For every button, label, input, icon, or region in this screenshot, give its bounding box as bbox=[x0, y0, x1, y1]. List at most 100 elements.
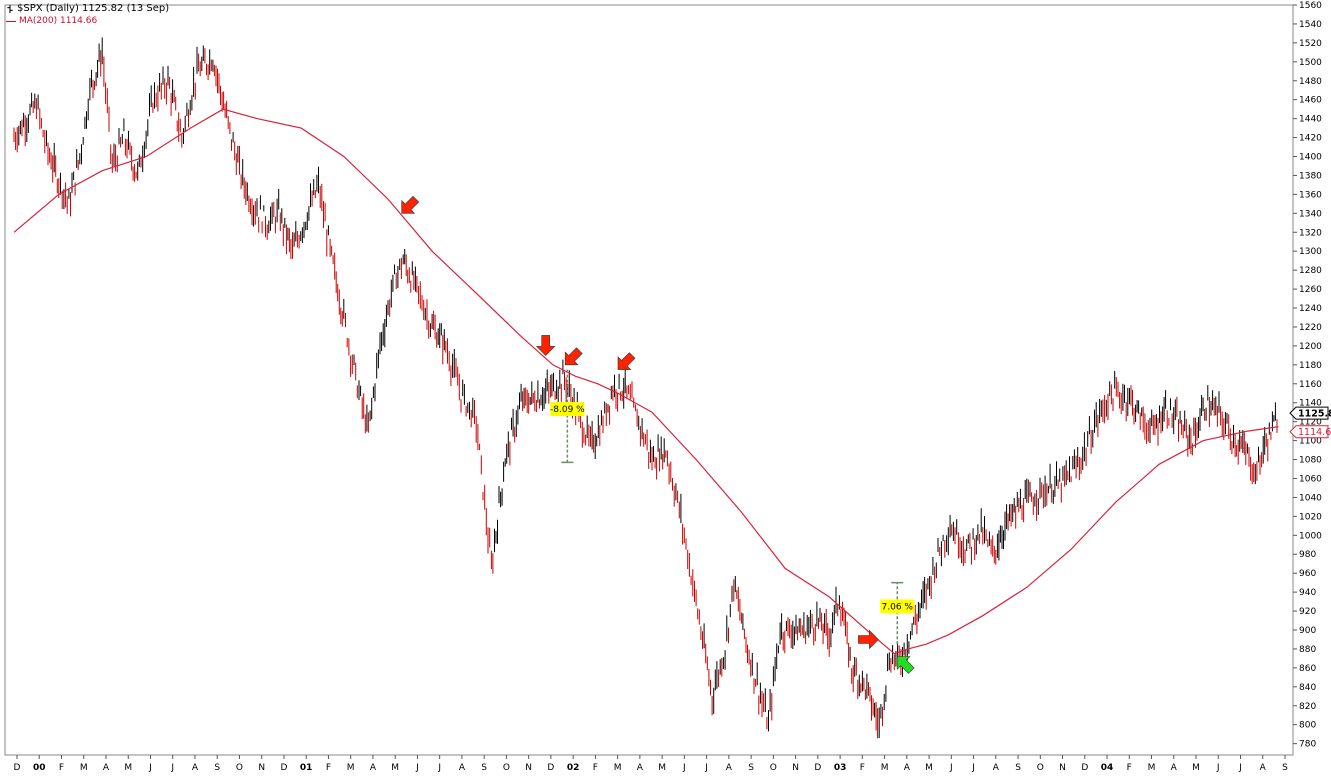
y-tick-label: 800 bbox=[1299, 721, 1316, 731]
measure-label: -8.09 % bbox=[550, 405, 585, 415]
red-arrow bbox=[535, 335, 556, 356]
y-tick-label: 840 bbox=[1299, 683, 1316, 693]
x-tick-label: S bbox=[214, 763, 220, 773]
y-tick-label: 1260 bbox=[1299, 285, 1322, 295]
tag-label: 1125.8 bbox=[1298, 409, 1331, 420]
ma-line-icon bbox=[6, 20, 16, 22]
y-tick-label: 1500 bbox=[1299, 58, 1322, 68]
y-tick-label: 1120 bbox=[1299, 418, 1322, 428]
x-tick-label: N bbox=[792, 763, 799, 773]
measure-label: 7.06 % bbox=[882, 602, 914, 612]
x-tick-label: F bbox=[860, 763, 865, 773]
x-tick-label: N bbox=[525, 763, 532, 773]
x-tick-label: N bbox=[1059, 763, 1066, 773]
x-tick-label: 01 bbox=[300, 763, 313, 773]
y-tick-label: 940 bbox=[1299, 588, 1316, 598]
measure-label-box bbox=[880, 599, 915, 614]
x-tick-label: A bbox=[370, 763, 377, 773]
ma-series bbox=[13, 108, 1279, 655]
x-tick-label: F bbox=[59, 763, 64, 773]
x-tick-label: A bbox=[637, 763, 644, 773]
x-axis: D 00 F M A M J J A S O N D 01 F M A M J J A S O N D 02 F M A M J J A S O N D… bbox=[14, 755, 1288, 773]
plot-frame bbox=[4, 4, 1294, 756]
legend-ma-label: MA(200) 1114.66 bbox=[19, 16, 98, 26]
x-tick-label: O bbox=[503, 763, 510, 773]
x-tick-label: J bbox=[148, 763, 152, 773]
y-tick-label: 1080 bbox=[1299, 456, 1322, 466]
x-tick-label: M bbox=[925, 763, 933, 773]
x-tick-label: D bbox=[547, 763, 554, 773]
y-tick-label: 1380 bbox=[1299, 171, 1322, 181]
y-axis: 780 800 820 840 860 880 900 920 940 960 980 1000 102… bbox=[1293, 1, 1322, 750]
last-ma-tag: 1114.6 bbox=[1289, 425, 1331, 439]
annotations: -8.09 % 7.06 % bbox=[401, 195, 915, 674]
y-tick-label: 980 bbox=[1299, 550, 1316, 560]
x-tick-label: O bbox=[770, 763, 777, 773]
x-tick-label: J bbox=[1238, 763, 1242, 773]
red-arrow bbox=[858, 629, 879, 650]
x-tick-label: 00 bbox=[33, 763, 46, 773]
x-tick-label: J bbox=[949, 763, 953, 773]
y-tick-label: 1280 bbox=[1299, 266, 1322, 276]
arrow-shape bbox=[401, 195, 420, 214]
y-tick-label: 1100 bbox=[1299, 437, 1322, 447]
y-tick-label: 1160 bbox=[1299, 380, 1322, 390]
x-tick-label: M bbox=[347, 763, 355, 773]
x-tick-label: S bbox=[748, 763, 754, 773]
x-tick-label: J bbox=[971, 763, 975, 773]
x-tick-label: D bbox=[280, 763, 287, 773]
x-tick-label: M bbox=[80, 763, 88, 773]
y-tick-label: 1200 bbox=[1299, 342, 1322, 352]
x-tick-label: J bbox=[1216, 763, 1220, 773]
green-arrow bbox=[896, 656, 915, 674]
x-tick-label: A bbox=[904, 763, 911, 773]
y-tick-label: 1020 bbox=[1299, 512, 1322, 522]
y-tick-label: 860 bbox=[1299, 664, 1316, 674]
x-tick-label: J bbox=[682, 763, 686, 773]
x-tick-label: D bbox=[814, 763, 821, 773]
x-tick-label: M bbox=[614, 763, 622, 773]
x-tick-label: M bbox=[1148, 763, 1156, 773]
x-tick-label: O bbox=[1037, 763, 1044, 773]
y-tick-label: 1000 bbox=[1299, 531, 1322, 541]
arrow-shape bbox=[858, 629, 879, 650]
y-tick-label: 1540 bbox=[1299, 20, 1322, 30]
y-tick-label: 900 bbox=[1299, 626, 1316, 636]
y-tick-label: 960 bbox=[1299, 569, 1316, 579]
x-tick-label: M bbox=[881, 763, 889, 773]
arrow-shape bbox=[617, 352, 636, 370]
tag-shape bbox=[1289, 425, 1329, 439]
y-tick-label: 1240 bbox=[1299, 304, 1322, 314]
x-tick-label: F bbox=[593, 763, 598, 773]
x-tick-label: F bbox=[326, 763, 331, 773]
x-tick-label: A bbox=[192, 763, 199, 773]
x-tick-label: J bbox=[704, 763, 708, 773]
x-tick-label: M bbox=[658, 763, 666, 773]
y-tick-label: 1320 bbox=[1299, 228, 1322, 238]
x-tick-label: S bbox=[1015, 763, 1021, 773]
y-tick-label: 1060 bbox=[1299, 474, 1322, 484]
x-tick-label: A bbox=[459, 763, 466, 773]
x-tick-label: 03 bbox=[834, 763, 847, 773]
x-tick-label: S bbox=[481, 763, 487, 773]
y-tick-label: 1480 bbox=[1299, 77, 1322, 87]
x-tick-label: J bbox=[415, 763, 419, 773]
red-arrow bbox=[401, 195, 420, 214]
arrow-shape bbox=[535, 335, 556, 356]
x-tick-label: J bbox=[170, 763, 174, 773]
x-tick-label: A bbox=[1260, 763, 1267, 773]
y-tick-label: 1300 bbox=[1299, 247, 1322, 257]
measure-label-box bbox=[550, 401, 585, 416]
y-tick-label: 1400 bbox=[1299, 153, 1322, 163]
price-series bbox=[13, 37, 1278, 739]
y-tick-label: 1360 bbox=[1299, 190, 1322, 200]
arrow-shape bbox=[564, 347, 583, 366]
tag-shape bbox=[1289, 406, 1329, 420]
last-value-tags: 1125.8 1114.6 bbox=[1289, 406, 1331, 439]
red-arrow bbox=[564, 347, 583, 366]
x-tick-label: A bbox=[103, 763, 110, 773]
x-tick-label: 04 bbox=[1101, 763, 1114, 773]
ohlc-bar-icon bbox=[7, 5, 13, 13]
y-tick-label: 1140 bbox=[1299, 399, 1322, 409]
